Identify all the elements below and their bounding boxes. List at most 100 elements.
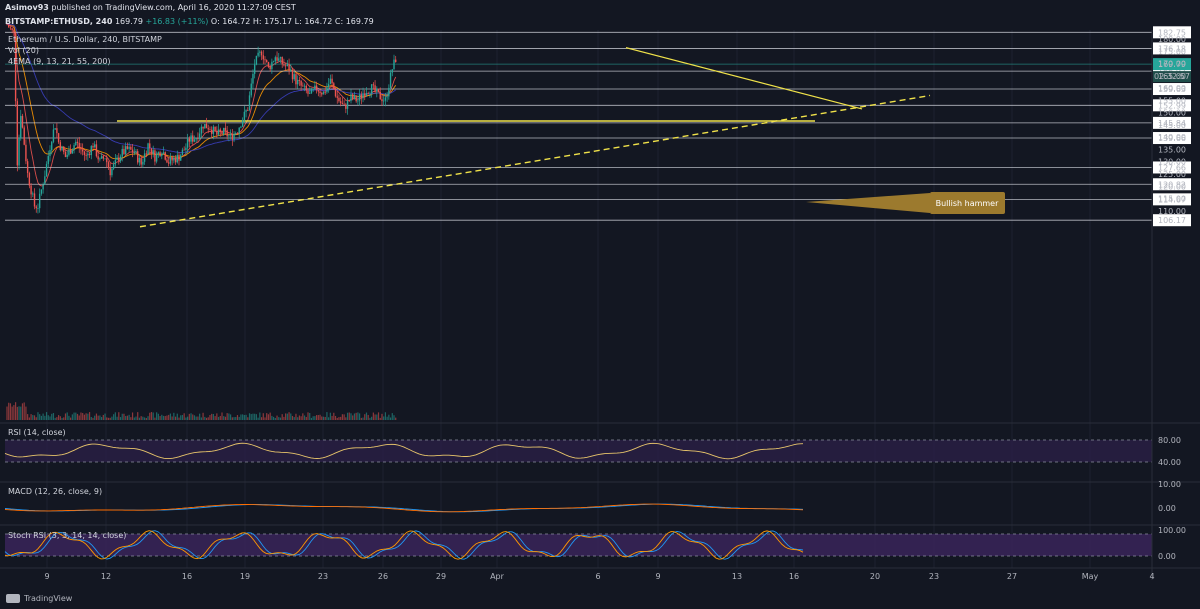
candle-body-88: [157, 152, 160, 154]
volume-bar-91: [162, 415, 165, 420]
candle-body-6: [16, 101, 19, 166]
candle-body-164: [288, 64, 290, 71]
volume-bar-186: [326, 412, 328, 420]
candle-body-34: [64, 151, 67, 158]
candle-body-93: [166, 159, 168, 163]
candle-body-85: [152, 150, 154, 154]
candle-body-60: [109, 167, 111, 176]
candle-body-113: [200, 126, 203, 134]
volume-bar-217: [379, 417, 381, 420]
price-tick-13: 175.00: [1158, 47, 1186, 56]
level-tag-7: [1153, 161, 1191, 174]
candle-body-219: [382, 100, 385, 102]
candle-body-119: [210, 129, 213, 134]
stoch-label: Stoch RSI (3, 3, 14, 14, close): [8, 531, 126, 540]
candle-body-72: [130, 146, 132, 150]
volume-bar-61: [111, 416, 113, 420]
candle-body-55: [100, 156, 103, 159]
candle-body-26: [51, 141, 53, 151]
candle-body-81: [145, 153, 148, 155]
time-tick-3: 19: [240, 572, 250, 581]
volume-bar-131: [231, 417, 233, 420]
volume-bar-179: [314, 416, 316, 420]
stoch-d-line: [4, 530, 804, 560]
candle-body-156: [274, 57, 277, 62]
candle-body-199: [348, 100, 350, 102]
level-label-8: 120.82: [1158, 180, 1186, 189]
candle-body-74: [133, 152, 135, 154]
volume-bar-36: [68, 415, 70, 420]
volume-bar-134: [236, 415, 239, 420]
time-tick-10: 13: [732, 572, 742, 581]
volume-bar-162: [285, 413, 287, 420]
volume-bar-178: [312, 416, 314, 420]
volume-bar-15: [32, 415, 34, 420]
candle-body-86: [154, 150, 156, 162]
volume-bar-73: [131, 412, 134, 420]
time-tick-1: 12: [101, 572, 111, 581]
volume-bar-182: [319, 414, 321, 420]
candle-body-108: [192, 135, 194, 142]
candle-body-91: [162, 152, 165, 154]
volume-bar-99: [176, 413, 178, 420]
volume-bar-12: [27, 414, 29, 420]
candle-body-57: [104, 158, 106, 160]
level-label-3: 159.63: [1158, 85, 1186, 94]
candle-body-62: [112, 164, 115, 169]
volume-bar-122: [216, 413, 218, 420]
candle-body-150: [264, 59, 266, 61]
volume-bar-220: [384, 412, 386, 420]
candle-body-210: [367, 93, 369, 94]
candle-body-84: [150, 148, 153, 154]
level-tag-1: [1153, 42, 1191, 55]
volume-bar-176: [309, 413, 311, 420]
candle-body-66: [119, 156, 122, 162]
candle-body-201: [352, 94, 354, 99]
volume-bar-185: [324, 416, 326, 420]
candle-body-177: [310, 88, 313, 94]
candle-body-97: [173, 158, 175, 161]
volume-bar-156: [274, 417, 276, 420]
candle-body-190: [333, 83, 335, 90]
volume-bar-27: [52, 413, 55, 420]
candle-body-139: [245, 110, 247, 112]
candle-body-183: [321, 93, 323, 95]
volume-bar-216: [377, 412, 380, 420]
volume-bar-92: [164, 416, 166, 420]
volume-bar-3: [11, 406, 13, 420]
volume-bar-189: [331, 415, 333, 420]
price-tick-12: 170.00: [1158, 60, 1186, 69]
volume-bar-21: [42, 413, 44, 420]
author-name[interactable]: Asimov93: [5, 3, 49, 12]
volume-bar-44: [82, 413, 84, 420]
trendlines: [139, 47, 931, 228]
candle-body-73: [131, 149, 134, 153]
candle-body-69: [124, 146, 127, 155]
candle-body-133: [235, 133, 237, 134]
volume-bar-106: [188, 413, 190, 420]
candle-body-225: [393, 59, 395, 70]
volume-bar-107: [190, 413, 192, 420]
candle-body-78: [140, 158, 142, 165]
volume-bar-7: [18, 406, 20, 420]
bullish-hammer-annotation[interactable]: Bullish hammer: [806, 192, 1005, 214]
volume-bar-175: [307, 412, 309, 420]
volume-bar-223: [389, 417, 392, 420]
candle-body-196: [343, 103, 345, 105]
volume-bar-190: [333, 412, 335, 420]
candle-body-67: [121, 149, 123, 157]
candle-body-212: [370, 84, 373, 94]
volume-bar-148: [260, 417, 263, 420]
volume-bar-49: [90, 416, 92, 420]
candle-body-215: [376, 88, 378, 92]
countdown-tag: [1153, 71, 1191, 83]
volume-bar-146: [257, 417, 259, 420]
time-tick-14: 27: [1007, 572, 1017, 581]
price-tick-9: 155.00: [1158, 96, 1186, 105]
volume-bar-103: [183, 413, 185, 420]
volume-bar-195: [341, 414, 343, 420]
candle-body-211: [369, 93, 371, 95]
volume-bar-47: [87, 413, 89, 420]
price-tick-0: 110.00: [1158, 207, 1186, 216]
